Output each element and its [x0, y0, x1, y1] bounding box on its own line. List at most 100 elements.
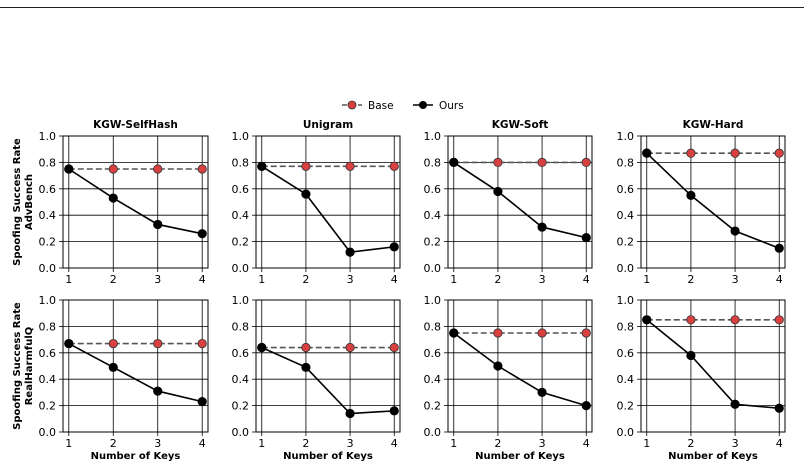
x-tick-label: 2: [302, 437, 309, 450]
x-tick-label: 4: [776, 273, 783, 286]
plot-area: [62, 299, 209, 433]
x-axis-label: Number of Keys: [283, 451, 373, 462]
base-point: [345, 342, 355, 353]
base-point: [581, 328, 591, 338]
ours-point: [345, 408, 355, 419]
ours-point: [301, 189, 311, 199]
x-tick-label: 2: [110, 273, 117, 286]
ours-point: [686, 350, 696, 361]
panel-6: 0.0 0.2 0.4 0.6 0.8 1.0 1 2 3 4 Number of Keys: [232, 294, 401, 462]
panel-4: 0.0 0.2 0.4 0.6 0.8 1.0 1 2 3 4 KGW-Hard: [617, 119, 786, 286]
ours-series-line: [261, 346, 395, 415]
ours-point: [774, 243, 784, 253]
ours-series-line: [261, 165, 395, 254]
x-tick-label: 3: [539, 437, 546, 450]
base-point: [389, 342, 399, 353]
ours-point: [301, 362, 311, 372]
x-tick-label: 4: [391, 437, 398, 450]
x-axis-label: Number of Keys: [668, 451, 758, 462]
y-tick-label: 0.6: [617, 347, 635, 360]
x-tick-label: 3: [539, 273, 546, 286]
base-point: [774, 315, 784, 325]
base-point: [774, 148, 784, 158]
x-tick-label: 4: [583, 437, 590, 450]
ours-point: [642, 148, 652, 158]
ours-point: [257, 342, 267, 353]
legend-base-label: Base: [368, 100, 394, 112]
y-tick-label: 0.0: [232, 262, 250, 275]
plot-area: [640, 135, 786, 269]
ours-point: [108, 193, 118, 203]
base-point: [108, 338, 118, 349]
panels-group: 0.0 0.2 0.4 0.6 0.8 1.0 1 2 3 4 KGW-SelfHash 0.0 0.2…: [12, 119, 786, 462]
base-point: [301, 161, 311, 171]
y-tick-label: 0.8: [39, 156, 57, 169]
y-tick-label: 0.4: [424, 373, 442, 386]
base-point: [197, 338, 207, 349]
panel-3: 0.0 0.2 0.4 0.6 0.8 1.0 1 2 3 4 KGW-Soft: [424, 119, 593, 286]
y-tick-label: 0.4: [424, 209, 442, 222]
x-tick-label: 1: [65, 273, 72, 286]
base-point: [493, 328, 503, 338]
y-axis-label-line: AdvBench: [24, 174, 35, 230]
x-tick-label: 4: [776, 437, 783, 450]
y-tick-label: 0.4: [617, 209, 635, 222]
ours-point: [581, 233, 591, 243]
y-tick-label: 0.6: [232, 347, 250, 360]
y-tick-label: 0.2: [232, 236, 250, 249]
y-tick-label: 0.0: [39, 426, 57, 439]
y-tick-label: 0.6: [39, 183, 57, 196]
plot-area: [255, 135, 401, 269]
legend-base-marker: [347, 100, 357, 110]
panel-title: KGW-Hard: [683, 119, 744, 131]
panel-1: 0.0 0.2 0.4 0.6 0.8 1.0 1 2 3 4 KGW-SelfHash: [39, 119, 209, 286]
x-tick-label: 1: [450, 273, 457, 286]
y-tick-label: 0.6: [39, 347, 57, 360]
x-axis-label: Number of Keys: [91, 451, 181, 462]
ours-point: [730, 399, 740, 409]
y-tick-label: 0.4: [232, 209, 250, 222]
plot-area: [255, 299, 401, 433]
legend-ours-label: Ours: [439, 100, 464, 112]
panel-8: 0.0 0.2 0.4 0.6 0.8 1.0 1 2 3 4 Number of Keys: [617, 294, 786, 462]
ours-series-line: [68, 168, 203, 235]
legend: Base Ours: [342, 100, 464, 112]
x-tick-label: 2: [110, 437, 117, 450]
ours-point: [257, 161, 267, 171]
ours-point: [197, 229, 207, 239]
base-point: [493, 157, 503, 167]
ours-point: [493, 186, 503, 197]
base-point: [153, 338, 163, 349]
y-tick-label: 1.0: [617, 294, 635, 307]
ours-point: [686, 190, 696, 200]
x-tick-label: 3: [154, 437, 161, 450]
x-tick-label: 3: [732, 273, 739, 286]
y-tick-label: 0.6: [424, 347, 442, 360]
y-tick-label: 0.6: [424, 183, 442, 196]
y-tick-label: 0.4: [617, 373, 635, 386]
base-point: [686, 315, 696, 325]
base-point: [301, 342, 311, 353]
ours-point: [108, 362, 118, 372]
y-tick-label: 1.0: [232, 130, 250, 143]
y-tick-label: 0.2: [617, 236, 635, 249]
y-tick-label: 1.0: [39, 130, 57, 143]
base-point: [730, 315, 740, 325]
base-point: [389, 161, 399, 171]
y-tick-label: 0.8: [424, 320, 442, 333]
ours-point: [449, 328, 459, 338]
ours-point: [581, 400, 591, 411]
y-tick-label: 0.2: [232, 400, 250, 413]
ours-series-line: [453, 161, 587, 239]
y-tick-label: 1.0: [424, 130, 442, 143]
y-tick-label: 1.0: [617, 130, 635, 143]
y-tick-label: 1.0: [232, 294, 250, 307]
y-tick-label: 0.4: [39, 209, 57, 222]
x-tick-label: 2: [494, 437, 501, 450]
ours-series-line: [453, 332, 587, 407]
x-tick-label: 1: [643, 273, 650, 286]
y-tick-label: 0.0: [424, 426, 442, 439]
plot-area: [62, 135, 209, 269]
x-tick-label: 2: [687, 273, 694, 286]
y-tick-label: 0.6: [617, 183, 635, 196]
